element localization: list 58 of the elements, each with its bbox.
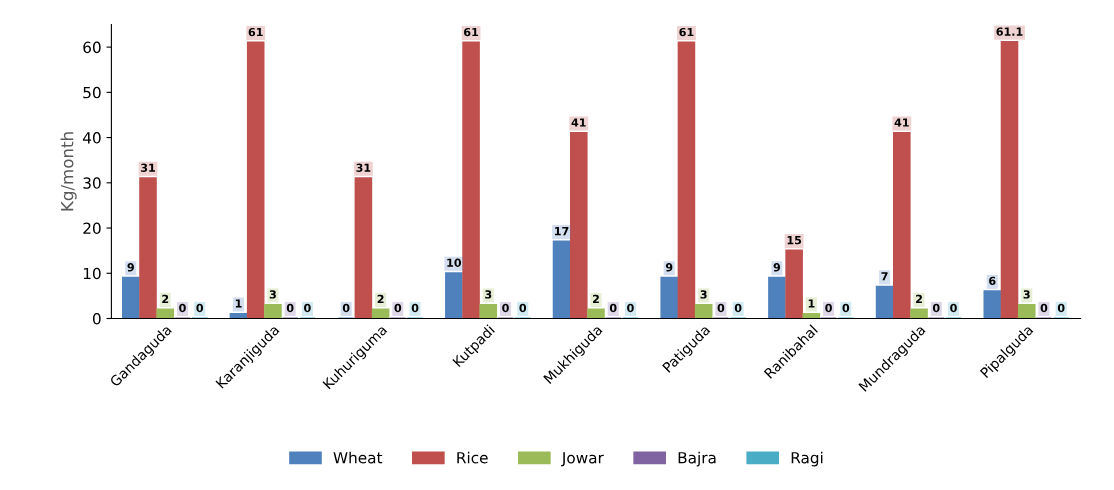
y-axis-title: Kg/month <box>60 132 77 211</box>
data-label: 2 <box>593 294 599 303</box>
data-label: 0 <box>196 303 204 313</box>
legend-label: Bajra <box>678 451 716 467</box>
data-label: 2 <box>162 294 169 303</box>
data-label: 0 <box>411 303 419 313</box>
y-tick-label: 50 <box>83 86 101 99</box>
data-label: 17 <box>555 227 569 236</box>
data-label: 0 <box>179 303 186 313</box>
data-label: 0 <box>502 303 509 313</box>
data-label: 3 <box>485 290 492 299</box>
data-label: 41 <box>894 118 909 127</box>
data-label: 2 <box>377 294 384 303</box>
data-label: 0 <box>1040 303 1048 313</box>
data-label: 7 <box>881 272 888 281</box>
data-label: 0 <box>304 303 311 313</box>
data-label: 0 <box>932 303 940 313</box>
data-label: 0 <box>734 303 742 313</box>
data-label: 61 <box>248 27 263 37</box>
data-label: 1 <box>235 299 242 308</box>
data-label: 61 <box>464 27 479 37</box>
data-label: 3 <box>269 290 276 299</box>
data-label: 1 <box>808 299 815 308</box>
data-label: 0 <box>609 303 617 313</box>
data-label: 6 <box>989 276 996 286</box>
y-tick-label: 0 <box>92 312 101 325</box>
y-tick-label: 20 <box>83 222 101 235</box>
data-label: 61.1 <box>996 27 1023 36</box>
y-tick-label: 30 <box>83 177 101 189</box>
data-label: 10 <box>447 258 462 267</box>
y-tick-label: 60 <box>83 41 101 54</box>
data-label: 0 <box>950 303 957 313</box>
data-label: 0 <box>842 303 850 313</box>
data-label: 31 <box>141 163 155 172</box>
legend-label: Ragi <box>791 451 823 467</box>
legend-label: Wheat <box>333 451 383 464</box>
legend-label: Jowar <box>561 452 604 467</box>
y-tick-label: 10 <box>83 267 101 280</box>
data-label: 2 <box>916 294 922 303</box>
data-label: 3 <box>1023 290 1030 299</box>
data-label: 0 <box>286 303 294 313</box>
data-label: 41 <box>571 118 586 127</box>
data-label: 3 <box>700 290 707 299</box>
data-label: 0 <box>825 303 832 313</box>
data-label: 0 <box>1057 303 1065 313</box>
y-tick-label: 40 <box>82 132 101 144</box>
data-label: 0 <box>342 303 350 313</box>
data-label: 0 <box>519 303 527 313</box>
legend-label: Rice <box>457 451 488 464</box>
data-label: 9 <box>665 263 673 272</box>
data-label: 9 <box>773 263 781 272</box>
data-label: 9 <box>127 263 134 272</box>
data-label: 15 <box>787 236 802 245</box>
data-label: 0 <box>627 303 634 313</box>
data-label: 0 <box>394 303 402 313</box>
data-label: 31 <box>356 163 371 172</box>
data-label: 0 <box>717 303 725 313</box>
data-label: 61 <box>679 27 694 37</box>
